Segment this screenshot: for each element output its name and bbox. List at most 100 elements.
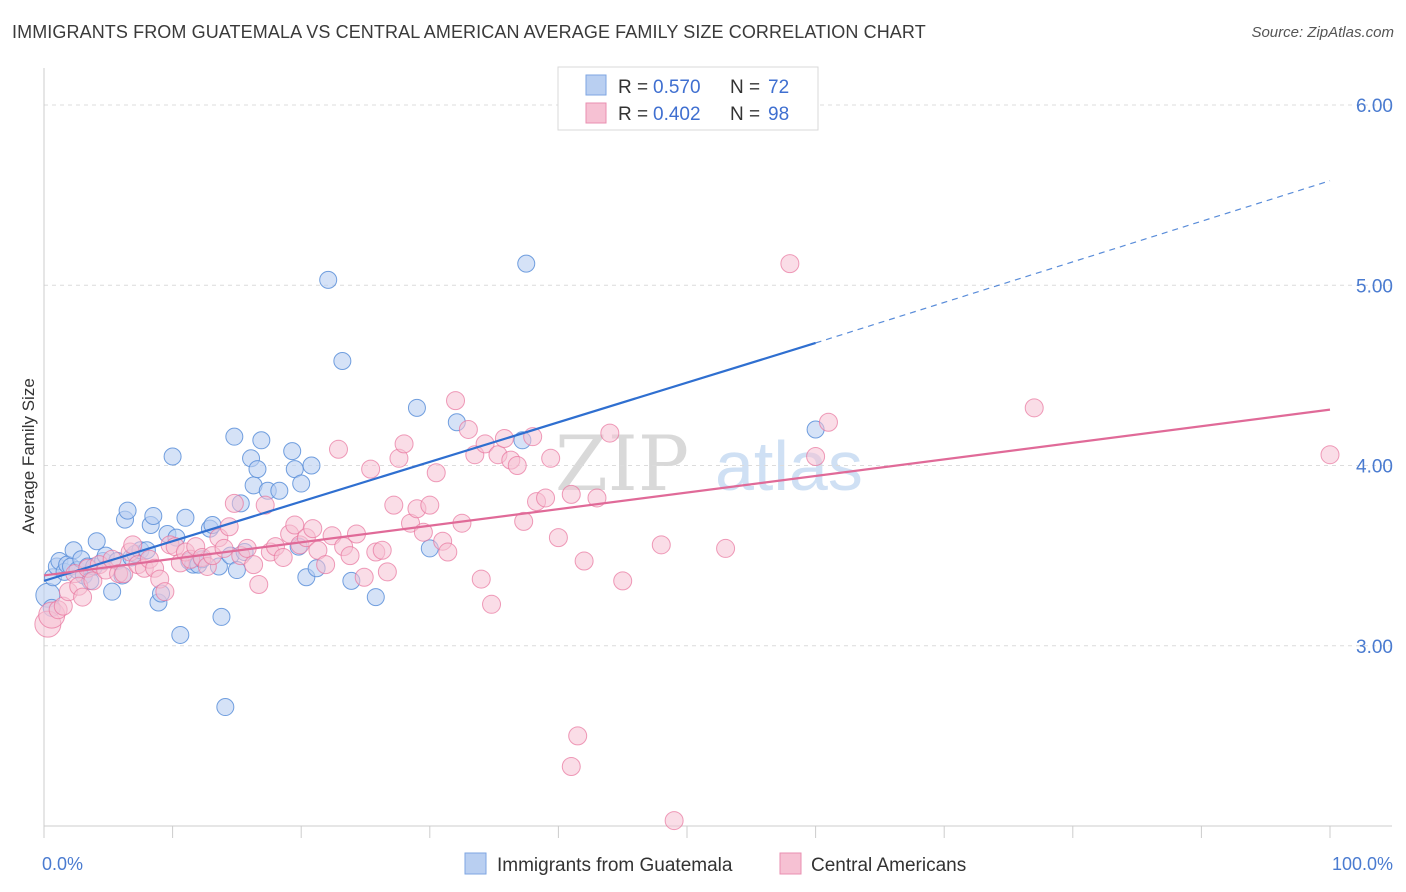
chart-source: Source: ZipAtlas.com [1251,24,1394,41]
legend: R = 0.570 N = 72 R = 0.402 N = 98 [557,66,819,131]
point-guatemala [252,431,271,450]
legend-pink-n-value: 98 [768,104,789,125]
point-guatemala [118,501,137,520]
point-central-americans [600,423,620,443]
point-guatemala [248,460,267,479]
tick-labels: 3.00 4.00 5.00 6.00 0.0% 100.0% [42,96,1393,874]
point-guatemala [163,447,182,466]
bottom-legend-blue-label: Immigrants from Guatemala [497,855,733,876]
trend-line-guatemala [43,341,816,582]
y-tick-label: 5.00 [1356,276,1393,297]
legend-blue-r-value: 0.570 [653,77,701,98]
point-central-americans [316,555,336,575]
point-guatemala [333,351,352,370]
legend-swatch-blue [585,74,607,96]
point-guatemala [283,442,302,461]
point-guatemala [225,427,244,446]
series-guatemala-points [35,254,825,717]
point-guatemala [302,456,321,475]
point-central-americans [303,519,323,539]
point-central-americans [377,562,397,582]
y-tick-label: 6.00 [1356,96,1393,117]
point-guatemala [407,398,426,417]
chart-title: IMMIGRANTS FROM GUATEMALA VS CENTRAL AME… [12,22,926,42]
point-central-americans [806,447,826,467]
legend-blue-n-value: 72 [768,77,789,98]
x-tick-label-max: 100.0% [1332,854,1393,874]
point-central-americans [548,528,568,548]
point-central-americans [536,488,556,508]
trend-line-central-americans [43,408,1331,577]
point-central-americans [214,538,234,558]
point-guatemala [216,698,235,717]
legend-blue-n-label: N = [730,77,760,98]
trend-lines [43,180,1331,582]
point-central-americans [224,493,244,513]
point-guatemala [144,506,163,525]
point-guatemala [366,588,385,607]
point-central-americans [446,391,466,411]
point-central-americans [514,511,534,531]
point-central-americans [780,254,800,274]
bottom-legend: Immigrants from Guatemala Central Americ… [464,852,966,876]
point-central-americans [273,547,293,567]
point-central-americans [384,495,404,515]
point-central-americans [458,419,478,439]
point-guatemala [270,481,289,500]
point-central-americans [818,412,838,432]
legend-pink-r-value: 0.402 [653,104,701,125]
point-central-americans [340,546,360,566]
y-axis-label: Average Family Size [19,378,38,534]
point-central-americans [482,594,502,614]
point-central-americans [361,459,381,479]
legend-blue-r-label: R = [618,77,648,98]
bottom-legend-pink-label: Central Americans [811,855,966,876]
point-central-americans [561,484,581,504]
point-guatemala [319,270,338,289]
legend-swatch-pink [585,102,607,124]
point-central-americans [664,811,684,831]
point-guatemala [87,532,106,551]
axes [43,68,1392,838]
point-central-americans [561,757,581,777]
legend-pink-n-label: N = [730,104,760,125]
point-central-americans [285,515,305,535]
point-central-americans [574,551,594,571]
point-central-americans [568,726,588,746]
point-central-americans [438,542,458,562]
bottom-legend-swatch-blue [464,852,487,875]
point-central-americans [420,495,440,515]
point-guatemala [517,254,536,273]
point-central-americans [1024,398,1044,418]
point-central-americans [255,495,275,515]
point-central-americans [155,582,175,602]
point-central-americans [394,434,414,454]
y-tick-label: 4.00 [1356,457,1393,478]
point-central-americans [426,463,446,483]
point-central-americans [328,439,348,459]
y-tick-label: 3.00 [1356,637,1393,658]
x-tick-label-min: 0.0% [42,854,83,874]
point-guatemala [103,582,122,601]
point-central-americans [471,569,491,589]
point-guatemala [171,625,190,644]
series-central-americans-points [34,254,1340,831]
point-central-americans [716,538,736,558]
point-central-americans [372,540,392,560]
legend-pink-r-label: R = [618,104,648,125]
point-central-americans [83,571,103,591]
point-guatemala [292,474,311,493]
trend-line-guatemala-extension [815,180,1331,344]
point-central-americans [541,448,561,468]
point-central-americans [73,587,93,607]
point-central-americans [651,535,671,555]
point-guatemala [176,508,195,527]
point-central-americans [587,488,607,508]
point-central-americans [244,555,264,575]
bottom-legend-swatch-pink [779,852,802,875]
point-central-americans [1320,445,1340,465]
point-central-americans [354,567,374,587]
point-central-americans [613,571,633,591]
point-guatemala [212,607,231,626]
